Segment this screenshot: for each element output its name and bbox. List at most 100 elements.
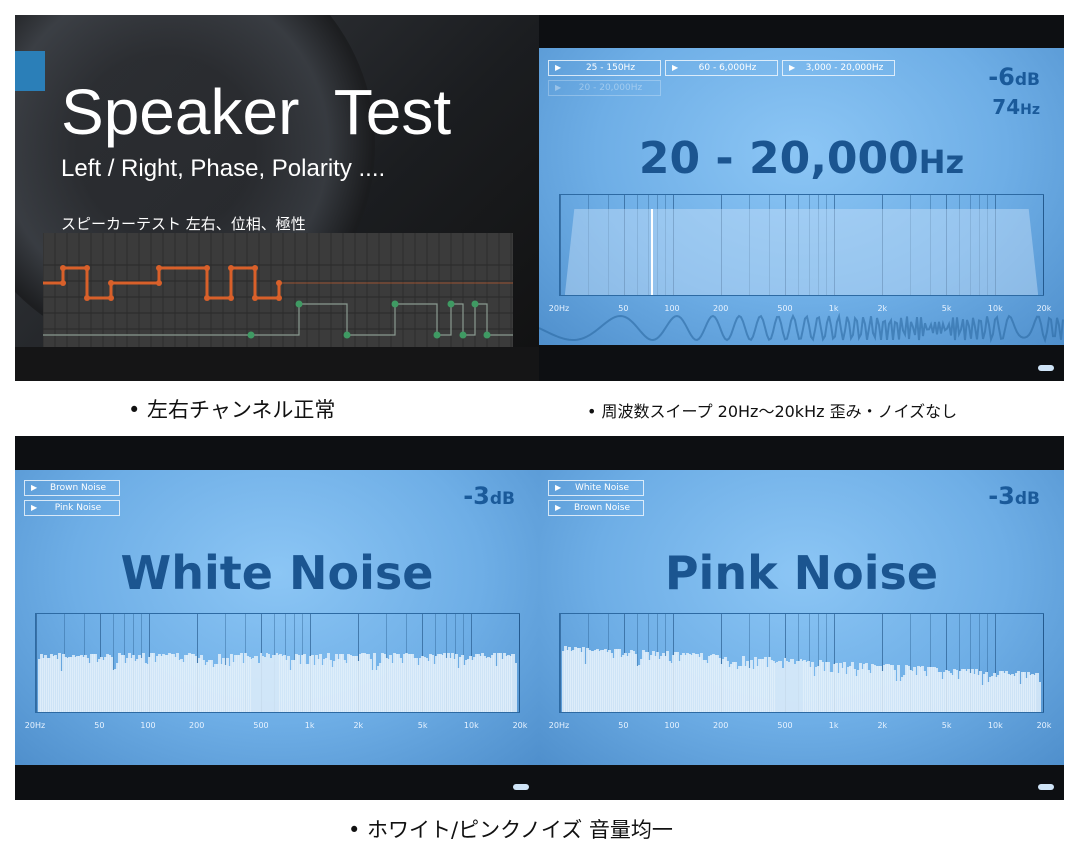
spectrum-bar (259, 653, 263, 712)
left-channel-point (108, 280, 114, 286)
spectrum-bar (630, 650, 634, 712)
spectrum-bar (715, 654, 719, 712)
spectrum-bar (313, 664, 317, 712)
spectrum-bar (492, 653, 496, 712)
spectrum-bar (727, 666, 731, 712)
right-channel-point (295, 300, 303, 308)
spectrum-bar (757, 658, 761, 712)
spectrum-bar (146, 664, 149, 712)
spectrum-bar (490, 654, 494, 712)
speaker-test-title: Speaker Test (61, 76, 452, 148)
spectrum-bar (54, 655, 58, 712)
spectrum-bar (942, 672, 946, 712)
spectrum-bar (616, 649, 620, 712)
spectrum-bar (169, 654, 173, 712)
spectrum-bar (253, 656, 257, 712)
spectrum-bar (670, 662, 673, 712)
spectrum-bar (476, 653, 480, 712)
spectrum-bar (195, 662, 199, 712)
spectrum-bar (921, 666, 924, 712)
play-60-6000hz-button[interactable]: ▶ 60 - 6,000Hz (665, 60, 778, 76)
axis-tick-label: 20k (1036, 721, 1052, 730)
spectrum-bar (1008, 675, 1012, 712)
play-25-150hz-button[interactable]: ▶ 25 - 150Hz (548, 60, 661, 76)
button-label: Pink Noise (54, 503, 102, 513)
spectrum-bar (265, 653, 269, 712)
spectrum-bar (644, 652, 647, 712)
spectrum-bar (968, 673, 972, 712)
pink-noise-panel: ▶ White Noise ▶ Brown Noise -3dB Pink Nois… (539, 436, 1064, 800)
spectrum-bar (508, 655, 512, 712)
gridline (636, 614, 638, 712)
spectrum-bar (114, 668, 118, 712)
spectrum-bar (960, 669, 964, 712)
spectrum-bar (395, 653, 398, 712)
axis-tick-label: 5k (417, 721, 428, 730)
spectrum-bar (825, 662, 829, 712)
gridline (519, 614, 520, 712)
axis-tick-label: 20Hz (548, 721, 570, 730)
play-3000-20000hz-button[interactable]: ▶ 3,000 - 20,000Hz (782, 60, 895, 76)
spectrum-bar (934, 667, 938, 712)
spectrum-bar (584, 664, 588, 712)
spectrum-bar (325, 657, 329, 712)
spectrum-bar (899, 681, 903, 712)
left-channel-point (228, 265, 234, 271)
gridline (797, 195, 799, 295)
spectrum-bar (462, 665, 466, 712)
spectrum-bar (205, 661, 209, 712)
spectrum-bar (1024, 677, 1028, 712)
spectrum-bar (562, 650, 566, 712)
spectrum-bar (420, 655, 424, 712)
spectrum-bar (689, 654, 693, 712)
spectrum-bar (568, 647, 572, 712)
caption-left-right: • 左右チャンネル正常 (128, 398, 336, 422)
spectrum-bar (570, 650, 574, 712)
spectrum-bar (703, 659, 707, 712)
play-white-noise-button[interactable]: ▶ White Noise (548, 480, 644, 496)
spectrum-bar (771, 660, 775, 712)
spectrum-bar (915, 675, 918, 712)
button-label: 20 - 20,000Hz (578, 83, 643, 93)
spectrum-bar (239, 653, 243, 712)
axis-tick-label: 100 (664, 304, 680, 313)
spectrum-bar (347, 653, 351, 712)
play-icon: ▶ (555, 483, 562, 492)
spectrum-bar (1016, 671, 1020, 712)
gridline (588, 195, 590, 295)
gridline (636, 195, 638, 295)
spectrum-bar (805, 662, 809, 712)
play-brown-noise-button[interactable]: ▶ Brown Noise (548, 500, 644, 516)
gridline (946, 614, 948, 712)
spectrum-bar (855, 675, 859, 712)
gridline (969, 195, 971, 295)
play-brown-noise-button[interactable]: ▶ Brown Noise (24, 480, 120, 496)
play-pink-noise-button[interactable]: ▶ Pink Noise (24, 500, 120, 516)
spectrum-bar (142, 653, 145, 712)
spectrum-bar (911, 670, 914, 712)
spectrum-bar (273, 654, 277, 712)
left-channel-point (204, 265, 210, 271)
spectrum-bar (257, 663, 261, 712)
spectrum-bar (428, 654, 432, 712)
spectrum-bar (440, 655, 444, 712)
spectrum-bar (707, 655, 711, 712)
channel-waveform (43, 233, 513, 347)
spectrum-bar (952, 668, 956, 712)
spectrum-bar (223, 664, 227, 712)
spectrum-bar (161, 653, 165, 712)
play-20-20000hz-button[interactable]: ▶ 20 - 20,000Hz (548, 80, 661, 96)
spectrum-bar (377, 665, 380, 712)
spectrum-bar (183, 655, 187, 712)
spectrum-bar (393, 653, 396, 712)
spectrum-bar (287, 656, 291, 712)
spectrum-bar (662, 653, 665, 712)
spectrum-bar (40, 653, 44, 712)
spectrum-bar (450, 653, 454, 712)
spectrum-bar (895, 680, 899, 712)
play-icon: ▶ (555, 503, 562, 512)
spectrum-bar (936, 671, 940, 712)
spectrum-bar (361, 653, 365, 712)
right-channel-point (483, 331, 491, 339)
spectrum-bar (576, 648, 580, 712)
